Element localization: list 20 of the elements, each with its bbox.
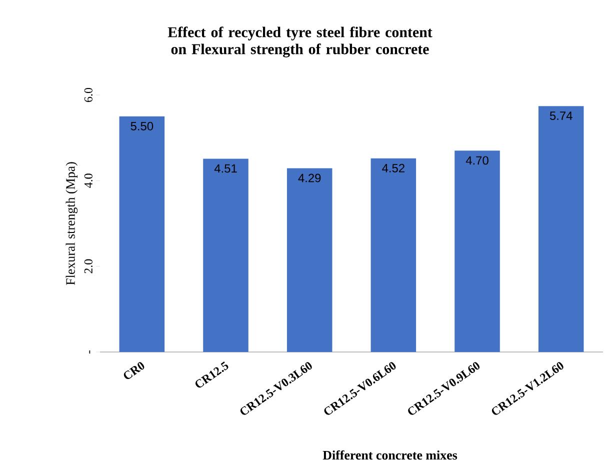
bar [454, 150, 500, 352]
data-label: 4.29 [298, 174, 321, 182]
data-label: 5.50 [130, 122, 154, 130]
bar [538, 106, 584, 352]
y-tick-label: 4.0 [84, 174, 93, 188]
chart-title: Effect of recycled tyre steel fibre content on Flexural strength of rubber concrete [168, 26, 432, 58]
data-label: 4.52 [382, 164, 404, 172]
data-label: 4.51 [214, 164, 237, 173]
y-tick-label: 6.0 [84, 88, 93, 102]
x-axis-title: Different concrete mixes [322, 450, 458, 460]
bar [370, 158, 416, 352]
x-tick-label: CR0 [124, 362, 144, 380]
y-tick-label: - [89, 350, 90, 354]
y-axis-title: Flexural strength (Mpa) [66, 162, 78, 285]
bar [286, 168, 332, 352]
y-tick-label: 2.0 [84, 259, 93, 274]
bar [203, 158, 248, 352]
data-label: 4.70 [466, 156, 488, 165]
data-label: 5.74 [550, 112, 572, 120]
bar [119, 116, 165, 352]
